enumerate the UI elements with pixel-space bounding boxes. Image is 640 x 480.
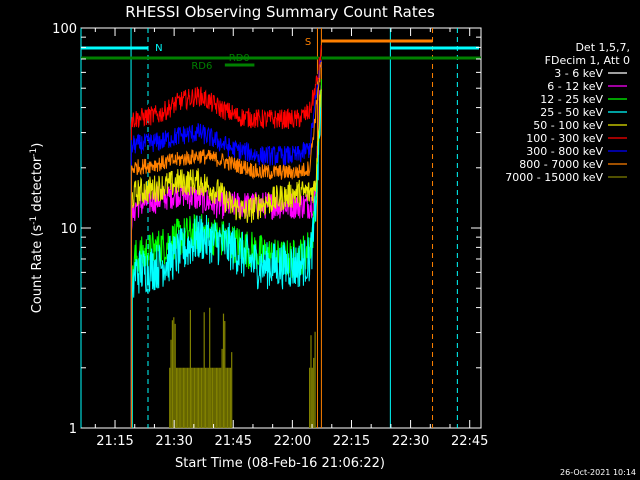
legend-entry-label: 800 - 7000 keV xyxy=(519,158,603,171)
y-tick-label: 100 xyxy=(52,22,77,37)
legend-entry-label: 100 - 300 keV xyxy=(526,132,603,145)
series-line xyxy=(130,61,322,428)
series-line xyxy=(130,60,322,428)
x-tick-label: 22:15 xyxy=(333,434,370,449)
series-7 xyxy=(130,61,322,428)
series-layer xyxy=(130,45,322,428)
series-3 xyxy=(131,89,322,428)
y-axis-label-exp: -1 xyxy=(29,216,39,225)
series-5 xyxy=(130,45,322,428)
y-axis-label: Count Rate (s-1 detector-1) xyxy=(29,143,45,314)
legend-entry-label: 7000 - 15000 keV xyxy=(505,171,603,184)
x-tick-label: 22:00 xyxy=(274,434,311,449)
series-8 xyxy=(169,307,316,428)
orbit-overlays: N S RD0 RD6 xyxy=(80,28,481,428)
axis-ticks: 21:15 21:30 21:45 22:00 22:15 22:30 22:45 1 10 10… xyxy=(52,22,488,449)
legend-entry-label: 6 - 12 keV xyxy=(547,80,603,93)
night-label: N xyxy=(155,43,162,54)
legend-header: FDecim 1, Att 0 xyxy=(545,54,630,67)
legend-entry-label: 50 - 100 keV xyxy=(533,119,603,132)
legend-header: Det 1,5,7, xyxy=(575,41,630,54)
x-tick-label: 21:15 xyxy=(96,434,133,449)
series-4 xyxy=(130,89,322,428)
y-axis-label-tail: detector xyxy=(30,156,45,216)
series-line xyxy=(131,89,322,428)
legend-entry-label: 12 - 25 keV xyxy=(540,93,603,106)
legend-entry-label: 25 - 50 keV xyxy=(540,106,603,119)
y-tick-label: 1 xyxy=(69,422,77,437)
series-line xyxy=(130,45,322,428)
y-axis-label-main: Count Rate (s xyxy=(30,225,45,314)
y-tick-label: 10 xyxy=(60,222,77,237)
x-tick-label: 22:30 xyxy=(392,434,429,449)
series-6 xyxy=(130,60,322,428)
legend-entry-label: 3 - 6 keV xyxy=(554,67,603,80)
rd6-label: RD6 xyxy=(191,61,212,72)
plot-frame xyxy=(80,27,482,429)
y-axis-label-exp2: -1 xyxy=(29,148,39,157)
series-line xyxy=(130,89,322,428)
x-tick-label: 22:45 xyxy=(451,434,488,449)
series-line xyxy=(169,307,316,428)
timestamp: 26-Oct-2021 10:14 xyxy=(560,468,636,477)
chart-title: RHESSI Observing Summary Count Rates xyxy=(125,3,435,21)
legend-entry-label: 300 - 800 keV xyxy=(526,145,603,158)
rd0-label: RD0 xyxy=(229,53,250,64)
x-axis-label: Start Time (08-Feb-16 21:06:22) xyxy=(175,456,385,471)
x-tick-label: 21:30 xyxy=(155,434,192,449)
saa-label: S xyxy=(305,37,311,48)
x-tick-label: 21:45 xyxy=(215,434,252,449)
y-axis-label-close: ) xyxy=(30,143,45,148)
